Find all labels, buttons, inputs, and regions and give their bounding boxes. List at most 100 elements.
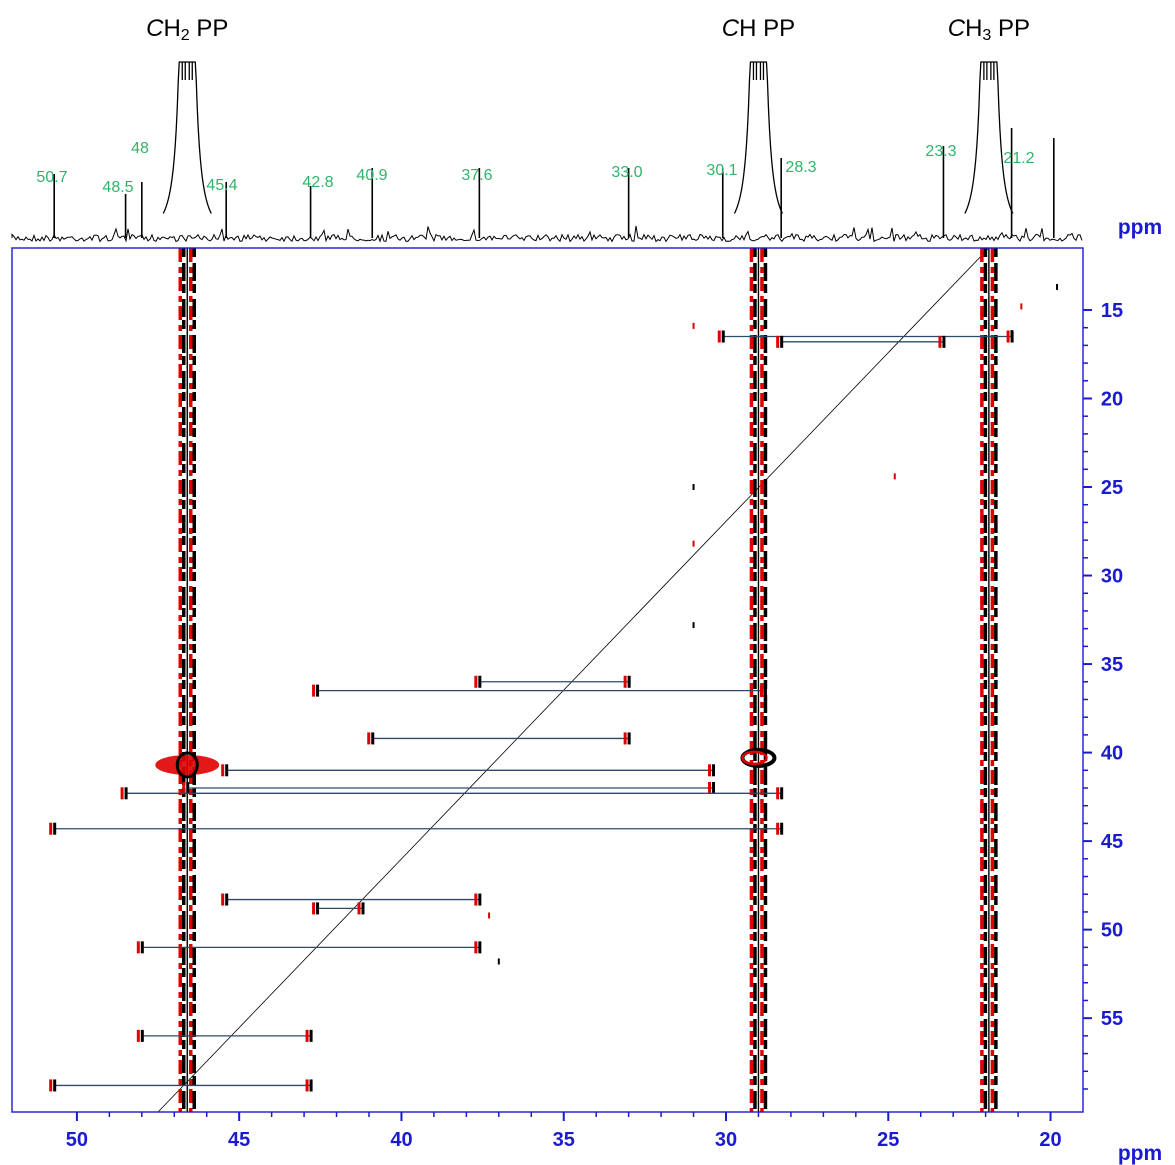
- cross-peak-positive: [478, 941, 482, 954]
- x-tick-label: 20: [1039, 1129, 1061, 1151]
- contour-traces: [155, 247, 998, 1113]
- cross-peak-positive: [712, 782, 716, 794]
- cross-peak-negative: [357, 902, 361, 915]
- cross-peak-positive: [721, 330, 725, 343]
- correlation: [221, 893, 482, 906]
- peak-label: 28.3: [785, 159, 816, 176]
- correlation: [136, 941, 482, 954]
- cross-peak-positive: [627, 675, 631, 688]
- axes: 50 45 40 35 30 25 20 ppm 15 20 25 30 35 40 45 50 55 ppm: [66, 216, 1162, 1165]
- cross-peak-positive: [780, 787, 784, 800]
- correlation: [49, 822, 784, 835]
- cross-peak-negative: [49, 1079, 53, 1092]
- group-label-ch: CH PP: [722, 15, 795, 42]
- cross-peak-negative: [305, 1029, 309, 1042]
- group-labels: CH2 PP CH PP CH3 PP: [146, 15, 1030, 44]
- x-tick-label: 35: [553, 1129, 575, 1151]
- y-tick-label: 55: [1101, 1008, 1123, 1030]
- cross-peak-spot: [497, 958, 500, 965]
- cross-peak-positive: [780, 335, 784, 348]
- peak-label: 48.5: [102, 179, 133, 196]
- contour-trace: [980, 248, 998, 1112]
- cross-peak-positive: [942, 335, 946, 348]
- contour-blob: [155, 754, 220, 775]
- cross-peak-spot: [692, 322, 695, 329]
- cross-peak-negative: [136, 941, 140, 954]
- correlation-lines: [49, 283, 1059, 1092]
- correlation: [136, 1029, 313, 1042]
- contour-trace: [178, 248, 197, 1112]
- cross-peak-spot: [1056, 283, 1059, 290]
- cross-peak-negative: [474, 893, 478, 906]
- cross-peak-negative: [708, 764, 712, 777]
- cross-peak-negative: [717, 330, 721, 343]
- peak-label: 45.4: [206, 177, 237, 194]
- group-label-ch2: CH2 PP: [146, 15, 228, 44]
- y-tick-label: 20: [1101, 388, 1123, 410]
- spectrum-main-peak: [964, 61, 1014, 214]
- peak-label: 33.0: [611, 164, 642, 181]
- cross-peak-negative: [312, 684, 316, 697]
- cross-peak-negative: [221, 764, 225, 777]
- peak-labels: 50.7 48.5 48 45.4 42.8 40.9 37.6 33.0 30.1 28.3 23…: [36, 140, 1034, 196]
- cross-peak-positive: [309, 1029, 313, 1042]
- peak-label: 42.8: [302, 174, 333, 191]
- cross-peak-positive: [712, 764, 716, 777]
- cross-peak-positive: [478, 893, 482, 906]
- cross-peak-negative: [312, 902, 316, 915]
- x-unit-label: ppm: [1118, 1142, 1162, 1165]
- correlation: [221, 764, 716, 777]
- cross-peak-negative: [49, 822, 53, 835]
- x-tick-label: 50: [66, 1129, 88, 1151]
- y-tick-label: 45: [1101, 831, 1123, 853]
- correlation: [717, 330, 1014, 343]
- x-tick-label: 40: [390, 1129, 412, 1151]
- cross-peak-positive: [763, 684, 767, 697]
- peak-label: 48: [131, 140, 149, 157]
- cross-peak-negative: [474, 675, 478, 688]
- correlation: [312, 902, 365, 915]
- cross-peak-spot: [692, 484, 695, 491]
- cross-peak-negative: [623, 732, 627, 745]
- cross-peak-positive: [371, 732, 375, 745]
- cross-peak-positive: [780, 822, 784, 835]
- cross-peak-negative: [305, 1079, 309, 1092]
- cross-peak-negative: [136, 1029, 140, 1042]
- group-label-ch3: CH3 PP: [948, 15, 1030, 44]
- spectrum-main-peak: [162, 61, 212, 214]
- cross-peak-spot: [488, 912, 491, 919]
- cross-peak-positive: [53, 822, 57, 835]
- cross-peak-negative: [776, 822, 780, 835]
- cross-peak-negative: [776, 787, 780, 800]
- y-tick-label: 35: [1101, 654, 1123, 676]
- correlation: [182, 782, 716, 794]
- y-tick-label: 40: [1101, 743, 1123, 765]
- peak-label: 37.6: [461, 167, 492, 184]
- peak-label: 21.2: [1003, 150, 1034, 167]
- plot-border: [11, 247, 1084, 1113]
- peak-label: 23.3: [925, 143, 956, 160]
- cross-peak-positive: [361, 902, 365, 915]
- contour-blob: [741, 750, 768, 766]
- cross-peak-positive: [186, 782, 190, 794]
- diagonal-line: [157, 247, 990, 1113]
- y-tick-label: 25: [1101, 477, 1123, 499]
- cross-peak-spot: [1010, 329, 1013, 336]
- projection-spectrum: [11, 61, 1083, 243]
- correlation: [776, 335, 946, 348]
- plot-frame: [11, 247, 1084, 1113]
- correlation: [312, 684, 767, 697]
- peak-label: 40.9: [356, 167, 387, 184]
- correlation: [120, 787, 784, 800]
- correlation: [367, 732, 631, 745]
- cross-peak-spot: [1020, 303, 1023, 310]
- x-tick-label: 45: [228, 1129, 250, 1151]
- cross-peak-positive: [140, 941, 144, 954]
- contour-trace: [749, 248, 768, 1112]
- correlation: [474, 675, 631, 688]
- y-tick-label: 50: [1101, 920, 1123, 942]
- cross-peak-spot: [893, 473, 896, 480]
- cross-peak-negative: [1006, 330, 1010, 343]
- cross-peak-negative: [474, 941, 478, 954]
